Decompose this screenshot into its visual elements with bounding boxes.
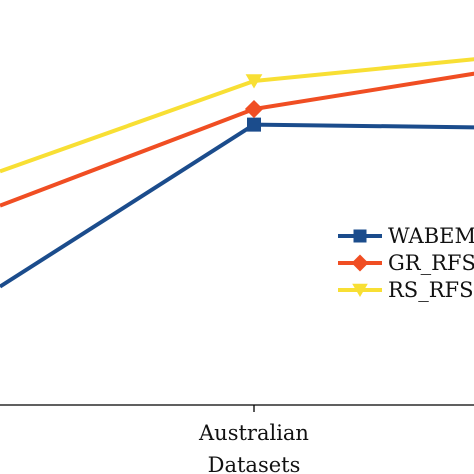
x-tick-label-australian: Australian (198, 421, 309, 445)
legend-label-gr-rfs: GR_RFS- (388, 251, 474, 275)
legend-entry-wabem: WABEM (338, 224, 474, 248)
legend-label-rs-rfs: RS_RFS- (388, 278, 474, 302)
legend: WABEM GR_RFS- RS_RFS- (338, 224, 474, 302)
legend-label-wabem: WABEM (388, 224, 474, 248)
legend-marker-wabem (353, 229, 367, 243)
data-point-gr-rfs-australian (244, 99, 264, 119)
series-layer (0, 57, 474, 289)
data-point-rs-rfs-australian (245, 74, 263, 89)
x-axis-label: Datasets (208, 453, 301, 474)
legend-entry-gr-rfs: GR_RFS- (338, 251, 474, 275)
legend-entry-rs-rfs: RS_RFS- (338, 278, 474, 302)
legend-marker-rs-rfs (352, 283, 368, 298)
data-point-wabem-australian (247, 117, 261, 132)
legend-marker-gr-rfs (351, 254, 369, 272)
